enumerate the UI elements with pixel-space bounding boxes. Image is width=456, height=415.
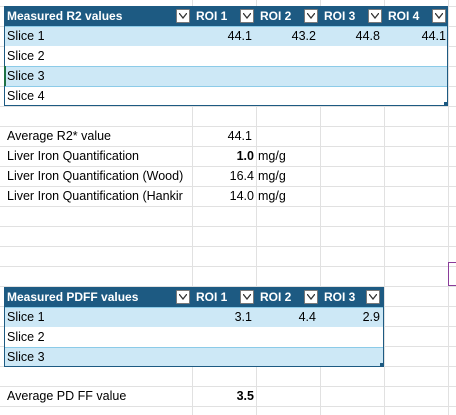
r2-row2-label[interactable]: Slice 2 — [7, 49, 45, 63]
grid-row-line — [0, 266, 456, 267]
pdff-row3-label[interactable]: Slice 3 — [7, 350, 45, 364]
grid-column-line — [256, 0, 257, 415]
chevron-down-icon — [307, 13, 315, 19]
table-row — [4, 66, 448, 86]
pdff-header-title: Measured PDFF values — [7, 290, 139, 304]
chevron-down-icon — [435, 13, 443, 19]
pdff-roi1-filter-button[interactable] — [240, 290, 254, 304]
pdff-row1-roi3[interactable]: 2.9 — [362, 310, 380, 324]
grid-row-line — [0, 106, 456, 107]
table-row — [4, 307, 384, 327]
average-r2-label[interactable]: Average R2* value — [7, 129, 112, 143]
selected-cell-indicator — [4, 66, 6, 86]
r2-header-title: Measured R2 values — [7, 9, 123, 23]
chevron-down-icon — [307, 294, 315, 300]
grid-row-line — [0, 286, 456, 287]
liver-iron-value[interactable]: 1.0 — [236, 149, 254, 163]
grid-row-line — [0, 246, 456, 247]
table-row — [4, 26, 448, 46]
pdff-roi2-filter-button[interactable] — [304, 290, 318, 304]
r2-row4-label[interactable]: Slice 4 — [7, 89, 45, 103]
r2-roi3-filter-button[interactable] — [368, 9, 382, 23]
table-resize-handle[interactable] — [444, 102, 448, 106]
grid-row-line — [0, 146, 456, 147]
r2-header-roi2: ROI 2 — [260, 9, 292, 23]
chevron-down-icon — [179, 13, 187, 19]
grid-row-line — [0, 206, 456, 207]
table-row — [4, 46, 448, 66]
liver-iron-hankins-unit[interactable]: mg/g — [258, 189, 286, 203]
r2-roi4-filter-button[interactable] — [432, 9, 446, 23]
table-row — [4, 327, 384, 347]
pdff-title-filter-button[interactable] — [176, 290, 190, 304]
pdff-row2-label[interactable]: Slice 2 — [7, 330, 45, 344]
average-pdff-label[interactable]: Average PD FF value — [7, 389, 127, 403]
grid-column-line — [320, 0, 321, 415]
pdff-table-header — [4, 287, 384, 307]
pdff-row1-roi1[interactable]: 3.1 — [234, 310, 252, 324]
r2-row1-roi1[interactable]: 44.1 — [227, 29, 252, 43]
chevron-down-icon — [243, 13, 251, 19]
liver-iron-label[interactable]: Liver Iron Quantification — [7, 149, 140, 163]
r2-row1-roi3[interactable]: 44.8 — [355, 29, 380, 43]
grid-column-line — [384, 0, 385, 415]
liver-iron-unit[interactable]: mg/g — [258, 149, 286, 163]
r2-table-header — [4, 6, 448, 26]
r2-row1-label[interactable]: Slice 1 — [7, 29, 45, 43]
average-pdff-value[interactable]: 3.5 — [236, 389, 254, 403]
pdff-row1-label[interactable]: Slice 1 — [7, 310, 45, 324]
r2-header-roi4: ROI 4 — [388, 9, 420, 23]
liver-iron-hankins-label[interactable]: Liver Iron Quantification (Hankir — [7, 189, 183, 203]
r2-row1-roi4[interactable]: 44.1 — [421, 29, 446, 43]
r2-row3-label[interactable]: Slice 3 — [7, 69, 45, 83]
table-row — [4, 86, 448, 106]
r2-title-filter-button[interactable] — [176, 9, 190, 23]
liver-iron-wood-unit[interactable]: mg/g — [258, 169, 286, 183]
grid-row-line — [0, 386, 456, 387]
pdff-header-roi1: ROI 1 — [196, 290, 228, 304]
grid-row-line — [0, 226, 456, 227]
chevron-down-icon — [243, 294, 251, 300]
liver-iron-wood-label[interactable]: Liver Iron Quantification (Wood) — [7, 169, 184, 183]
pdff-header-roi3: ROI 3 — [324, 290, 356, 304]
r2-row1-roi2[interactable]: 43.2 — [291, 29, 316, 43]
grid-row-line — [0, 166, 456, 167]
pdff-roi3-filter-button[interactable] — [366, 290, 380, 304]
pdff-header-roi2: ROI 2 — [260, 290, 292, 304]
chevron-down-icon — [369, 294, 377, 300]
grid-row-line — [0, 186, 456, 187]
average-r2-value[interactable]: 44.1 — [227, 129, 252, 143]
chevron-down-icon — [179, 294, 187, 300]
chevron-down-icon — [371, 13, 379, 19]
grid-row-line — [0, 126, 456, 127]
selection-range-border — [448, 262, 456, 286]
grid-column-line — [448, 0, 449, 415]
table-row — [4, 347, 384, 367]
liver-iron-hankins-value[interactable]: 14.0 — [229, 189, 254, 203]
r2-roi2-filter-button[interactable] — [304, 9, 318, 23]
r2-header-roi3: ROI 3 — [324, 9, 356, 23]
grid-column-line — [192, 0, 193, 415]
grid-row-line — [0, 406, 456, 407]
table-resize-handle[interactable] — [380, 363, 384, 367]
r2-roi1-filter-button[interactable] — [240, 9, 254, 23]
r2-header-roi1: ROI 1 — [196, 9, 228, 23]
pdff-row1-roi2[interactable]: 4.4 — [298, 310, 316, 324]
liver-iron-wood-value[interactable]: 16.4 — [229, 169, 254, 183]
